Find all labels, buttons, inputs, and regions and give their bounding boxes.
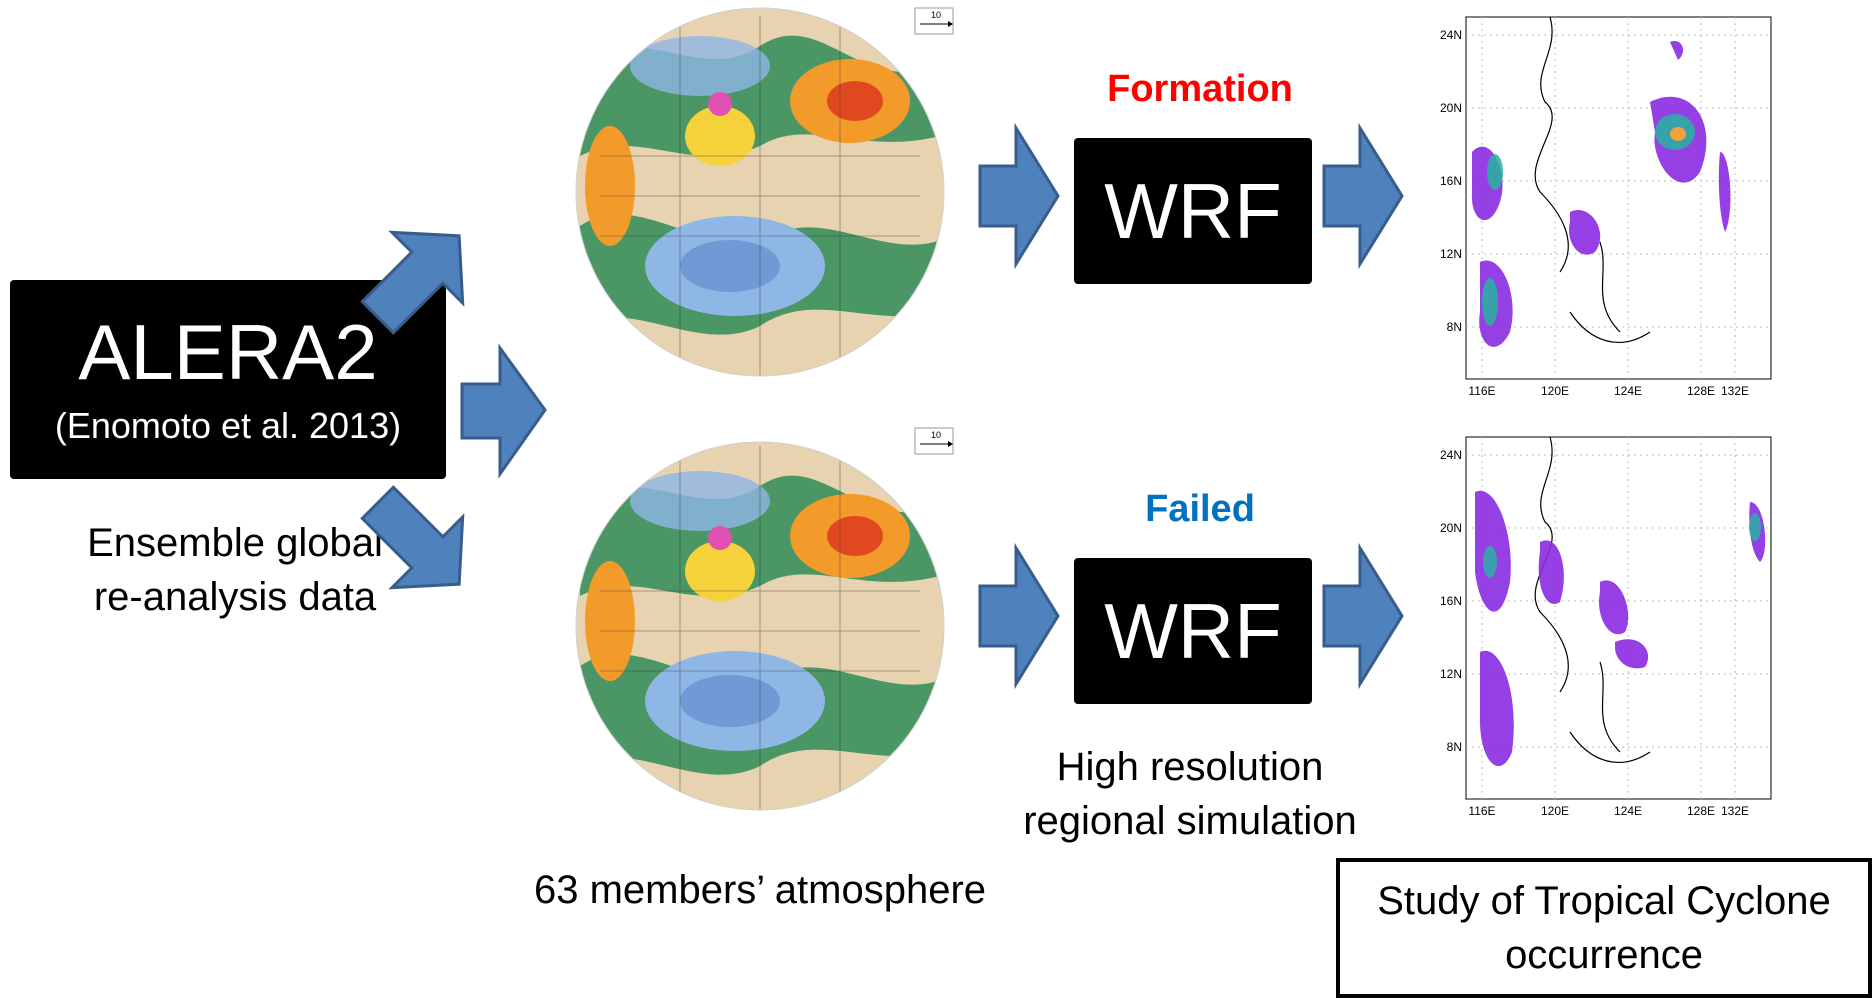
map2-lat-tick: 12N (1440, 667, 1462, 681)
wrf-box-failed: WRF (1074, 558, 1312, 704)
source-caption-line1: Ensemble global (87, 521, 383, 565)
map2-lat-tick: 24N (1440, 448, 1462, 462)
failed-label: Failed (1145, 488, 1255, 530)
arrow-wrf2-to-map (1322, 542, 1404, 690)
map1-lat-tick: 8N (1447, 320, 1462, 334)
arrow-to-center (460, 343, 547, 479)
map1-lat-tick: 12N (1440, 247, 1462, 261)
globe-top: 10 (575, 7, 954, 377)
wrf-box-formation: WRF (1074, 138, 1312, 284)
study-box: Study of Tropical Cyclone occurrence (1336, 858, 1872, 998)
simulation-caption-line2: regional simulation (1023, 799, 1357, 843)
map1-lat-tick: 24N (1440, 28, 1462, 42)
map1-lon-tick: 132E (1721, 384, 1749, 398)
map2-lat-tick: 8N (1447, 740, 1462, 754)
globe-bottom: 10 (575, 427, 954, 811)
alera2-citation: (Enomoto et al. 2013) (54, 404, 402, 446)
arrow-wrf1-to-map (1322, 122, 1404, 270)
study-box-line2: occurrence (1505, 933, 1703, 977)
map1-lon-tick: 124E (1614, 384, 1642, 398)
map2-lat-tick: 20N (1440, 521, 1462, 535)
arrow-globe1-to-wrf (978, 122, 1060, 270)
map1-lon-tick: 116E (1468, 384, 1495, 398)
map2-lon-tick: 132E (1721, 804, 1749, 818)
map2-lat-tick: 16N (1440, 594, 1462, 608)
map-formation: 24N 20N 16N 12N 8N 116E 120E 124E 128E 1… (1440, 16, 1772, 398)
members-caption: 63 members’ atmosphere (533, 868, 987, 912)
map2-lon-tick: 116E (1468, 804, 1495, 818)
map2-lon-tick: 124E (1614, 804, 1642, 818)
map1-lat-tick: 20N (1440, 101, 1462, 115)
map2-lon-tick: 128E (1687, 804, 1715, 818)
simulation-caption-line1: High resolution (1056, 745, 1324, 789)
arrow-globe2-to-wrf (978, 542, 1060, 690)
map1-lon-tick: 128E (1687, 384, 1715, 398)
formation-label: Formation (1107, 68, 1293, 110)
simulation-caption: High resolution regional simulation (980, 740, 1400, 848)
arrow-to-bottom-globe (360, 485, 465, 590)
source-caption-line2: re-analysis data (93, 575, 377, 619)
globe-top-scale-label: 10 (931, 10, 941, 20)
map1-lat-tick: 16N (1440, 174, 1462, 188)
map2-lon-tick: 120E (1541, 804, 1569, 818)
map1-lon-tick: 120E (1541, 384, 1569, 398)
source-caption: Ensemble global re-analysis data (10, 516, 460, 624)
arrow-to-top-globe (360, 230, 465, 335)
map-failed: 24N 20N 16N 12N 8N 116E 120E 124E 128E 1… (1440, 436, 1772, 818)
globe-bottom-scale-label: 10 (931, 430, 941, 440)
study-box-line1: Study of Tropical Cyclone (1377, 879, 1831, 923)
alera2-title: ALERA2 (78, 307, 378, 396)
